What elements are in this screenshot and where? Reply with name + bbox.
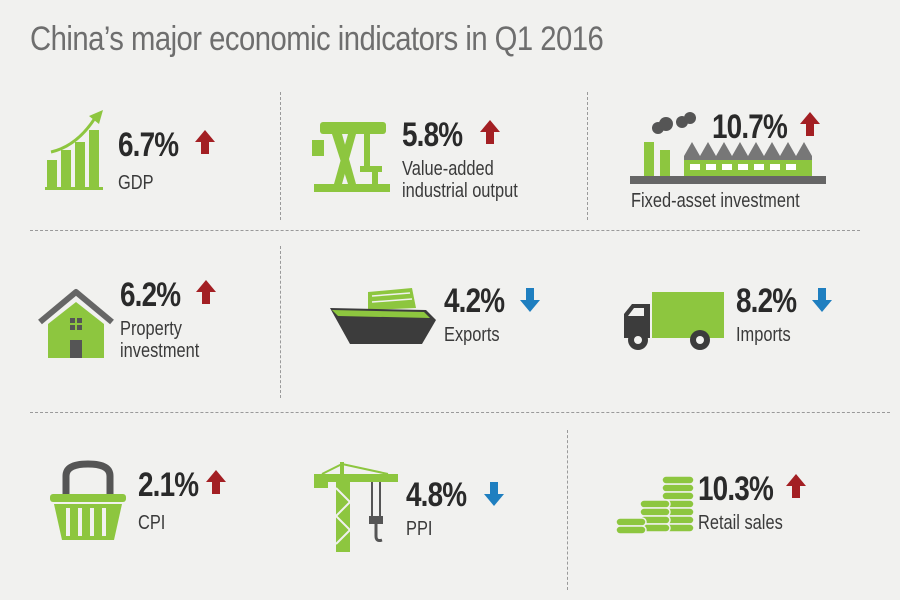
industrial-output-arrow-up-icon (480, 120, 500, 144)
factory-icon (630, 112, 826, 184)
gdp-label: GDP (118, 172, 154, 194)
cpi-arrow-up-icon (206, 470, 226, 494)
cpi-label: CPI (138, 512, 166, 534)
property-label: Property investment (120, 318, 200, 362)
property-value: 6.2% (120, 276, 181, 314)
tower-crane-icon (314, 462, 398, 552)
col-divider-3 (280, 246, 281, 398)
industrial-output-label: Value-added industrial output (402, 158, 518, 202)
ppi-arrow-down-icon (484, 482, 504, 506)
fixed-asset-value: 10.7% (712, 108, 788, 146)
col-divider-2 (587, 92, 588, 220)
exports-value: 4.2% (444, 282, 505, 320)
imports-label: Imports (736, 324, 791, 346)
cpi-value: 2.1% (138, 466, 199, 504)
house-icon (38, 289, 114, 358)
coin-stacks-icon (616, 475, 695, 535)
row-divider-1 (30, 230, 860, 231)
imports-value: 8.2% (736, 282, 797, 320)
page-title: China’s major economic indicators in Q1 … (30, 20, 604, 58)
ppi-value: 4.8% (406, 476, 467, 514)
retail-sales-value: 10.3% (698, 470, 774, 508)
property-arrow-up-icon (196, 280, 216, 304)
col-divider-4 (567, 430, 568, 590)
ppi-label: PPI (406, 518, 433, 540)
row-divider-2 (30, 412, 890, 413)
exports-label: Exports (444, 324, 500, 346)
imports-arrow-down-icon (812, 288, 832, 312)
shopping-basket-icon (50, 460, 126, 540)
exports-arrow-down-icon (520, 288, 540, 312)
truck-icon (624, 292, 724, 350)
retail-sales-label: Retail sales (698, 512, 783, 534)
bar-chart-growth-icon (45, 110, 103, 190)
col-divider-1 (280, 92, 281, 220)
fixed-asset-label: Fixed-asset investment (631, 190, 800, 212)
gdp-value: 6.7% (118, 126, 179, 164)
oil-pump-icon (312, 122, 390, 192)
fixed-asset-arrow-up-icon (800, 112, 820, 136)
cargo-ship-icon (330, 288, 436, 344)
gdp-arrow-up-icon (195, 130, 215, 154)
retail-sales-arrow-up-icon (786, 474, 806, 498)
industrial-output-value: 5.8% (402, 116, 463, 154)
